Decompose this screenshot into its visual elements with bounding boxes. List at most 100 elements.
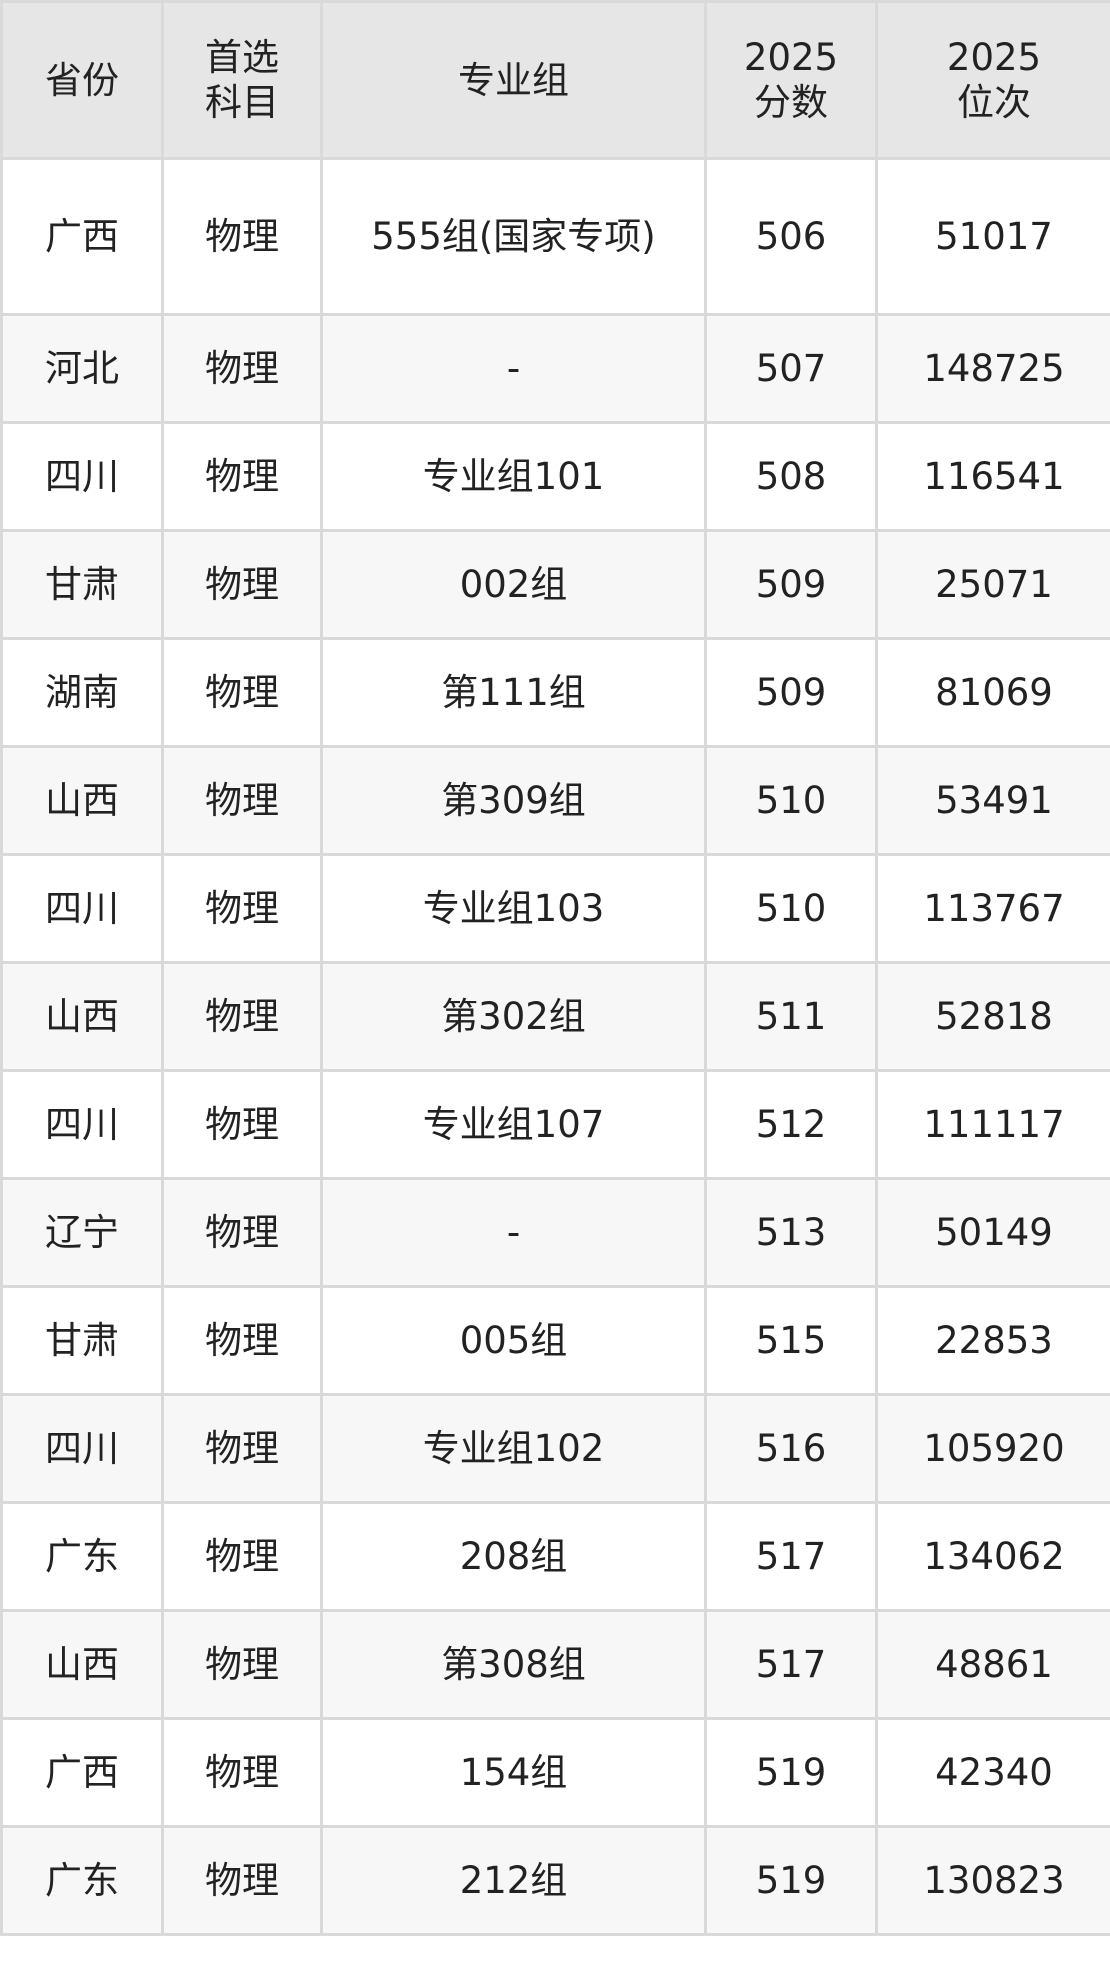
table-row: 四川 物理 专业组103 510 113767 <box>0 853 1110 964</box>
cell-province: 广东 <box>0 1825 164 1936</box>
cell-score: 513 <box>704 1177 878 1288</box>
table-row: 广西 物理 555组(国家专项) 506 51017 <box>0 157 1110 316</box>
table-row: 山西 物理 第302组 511 52818 <box>0 961 1110 1072</box>
table-row: 广东 物理 212组 519 130823 <box>0 1825 1110 1936</box>
table-row: 辽宁 物理 -513 50149 <box>0 1177 1110 1288</box>
header-province: 省份 <box>0 0 164 160</box>
cell-subject: 物理 <box>161 745 323 856</box>
cell-subject: 物理 <box>161 1825 323 1936</box>
table-row: 四川 物理 专业组102 516 105920 <box>0 1393 1110 1504</box>
cell-major-group: - <box>320 313 707 424</box>
cell-subject: 物理 <box>161 421 323 532</box>
cell-rank: 130823 <box>875 1825 1110 1936</box>
cell-major-group: 第308组 <box>320 1609 707 1720</box>
cell-score: 507 <box>704 313 878 424</box>
table-row: 广东 物理 208组 517 134062 <box>0 1501 1110 1612</box>
table-row: 山西 物理 第309组 510 53491 <box>0 745 1110 856</box>
table-row: 甘肃 物理 005组 515 22853 <box>0 1285 1110 1396</box>
cell-rank: 42340 <box>875 1717 1110 1828</box>
cell-province: 山西 <box>0 745 164 856</box>
header-major-group: 专业组 <box>320 0 707 160</box>
cell-province: 四川 <box>0 853 164 964</box>
cell-major-group: 专业组103 <box>320 853 707 964</box>
header-subject: 首选 科目 <box>161 0 323 160</box>
cell-subject: 物理 <box>161 1177 323 1288</box>
table-row: 河北 物理 -507 148725 <box>0 313 1110 424</box>
cell-rank: 22853 <box>875 1285 1110 1396</box>
header-row: 省份 首选 科目 专业组 2025 分数 2025 位次 <box>0 0 1110 160</box>
table-row: 广西 物理 154组 519 42340 <box>0 1717 1110 1828</box>
cell-score: 506 <box>704 157 878 316</box>
cell-major-group: 专业组101 <box>320 421 707 532</box>
cell-subject: 物理 <box>161 157 323 316</box>
table-row: 四川 物理 专业组101 508 116541 <box>0 421 1110 532</box>
cell-rank: 148725 <box>875 313 1110 424</box>
cell-subject: 物理 <box>161 529 323 640</box>
cell-rank: 105920 <box>875 1393 1110 1504</box>
cell-rank: 25071 <box>875 529 1110 640</box>
cell-province: 河北 <box>0 313 164 424</box>
cell-province: 四川 <box>0 1069 164 1180</box>
cell-score: 509 <box>704 637 878 748</box>
cell-rank: 50149 <box>875 1177 1110 1288</box>
cell-province: 广东 <box>0 1501 164 1612</box>
cell-province: 广西 <box>0 157 164 316</box>
table-row: 甘肃 物理 002组 509 25071 <box>0 529 1110 640</box>
cell-score: 517 <box>704 1501 878 1612</box>
cell-rank: 113767 <box>875 853 1110 964</box>
cell-rank: 134062 <box>875 1501 1110 1612</box>
cell-score: 517 <box>704 1609 878 1720</box>
cell-subject: 物理 <box>161 1501 323 1612</box>
cell-score: 519 <box>704 1717 878 1828</box>
cell-rank: 81069 <box>875 637 1110 748</box>
cell-major-group: 555组(国家专项) <box>320 157 707 316</box>
cell-rank: 48861 <box>875 1609 1110 1720</box>
score-table: 省份 首选 科目 专业组 2025 分数 2025 位次 广西 物理 555组(国家专项) 506 5… <box>0 0 1110 1936</box>
cell-subject: 物理 <box>161 1609 323 1720</box>
cell-subject: 物理 <box>161 1069 323 1180</box>
cell-major-group: 专业组102 <box>320 1393 707 1504</box>
cell-province: 湖南 <box>0 637 164 748</box>
cell-province: 四川 <box>0 1393 164 1504</box>
cell-subject: 物理 <box>161 1285 323 1396</box>
cell-score: 511 <box>704 961 878 1072</box>
cell-province: 四川 <box>0 421 164 532</box>
cell-subject: 物理 <box>161 313 323 424</box>
cell-subject: 物理 <box>161 961 323 1072</box>
cell-province: 甘肃 <box>0 1285 164 1396</box>
header-rank: 2025 位次 <box>875 0 1110 160</box>
cell-province: 广西 <box>0 1717 164 1828</box>
cell-major-group: 002组 <box>320 529 707 640</box>
cell-major-group: 第302组 <box>320 961 707 1072</box>
cell-major-group: 212组 <box>320 1825 707 1936</box>
cell-score: 519 <box>704 1825 878 1936</box>
cell-score: 510 <box>704 745 878 856</box>
cell-score: 510 <box>704 853 878 964</box>
cell-subject: 物理 <box>161 1393 323 1504</box>
cell-major-group: 第111组 <box>320 637 707 748</box>
table-row: 湖南 物理 第111组 509 81069 <box>0 637 1110 748</box>
cell-province: 山西 <box>0 1609 164 1720</box>
cell-rank: 53491 <box>875 745 1110 856</box>
cell-score: 508 <box>704 421 878 532</box>
cell-score: 509 <box>704 529 878 640</box>
table-body: 广西 物理 555组(国家专项) 506 51017 河北 物理 -507 148725 四川 物理… <box>0 157 1110 1936</box>
cell-score: 516 <box>704 1393 878 1504</box>
cell-major-group: 208组 <box>320 1501 707 1612</box>
cell-score: 512 <box>704 1069 878 1180</box>
cell-subject: 物理 <box>161 853 323 964</box>
cell-subject: 物理 <box>161 637 323 748</box>
table-row: 四川 物理 专业组107 512 111117 <box>0 1069 1110 1180</box>
cell-major-group: 154组 <box>320 1717 707 1828</box>
header-score: 2025 分数 <box>704 0 878 160</box>
cell-rank: 116541 <box>875 421 1110 532</box>
cell-subject: 物理 <box>161 1717 323 1828</box>
cell-score: 515 <box>704 1285 878 1396</box>
cell-rank: 111117 <box>875 1069 1110 1180</box>
cell-major-group: 专业组107 <box>320 1069 707 1180</box>
cell-province: 山西 <box>0 961 164 1072</box>
cell-major-group: 第309组 <box>320 745 707 856</box>
cell-province: 甘肃 <box>0 529 164 640</box>
cell-rank: 51017 <box>875 157 1110 316</box>
cell-rank: 52818 <box>875 961 1110 1072</box>
